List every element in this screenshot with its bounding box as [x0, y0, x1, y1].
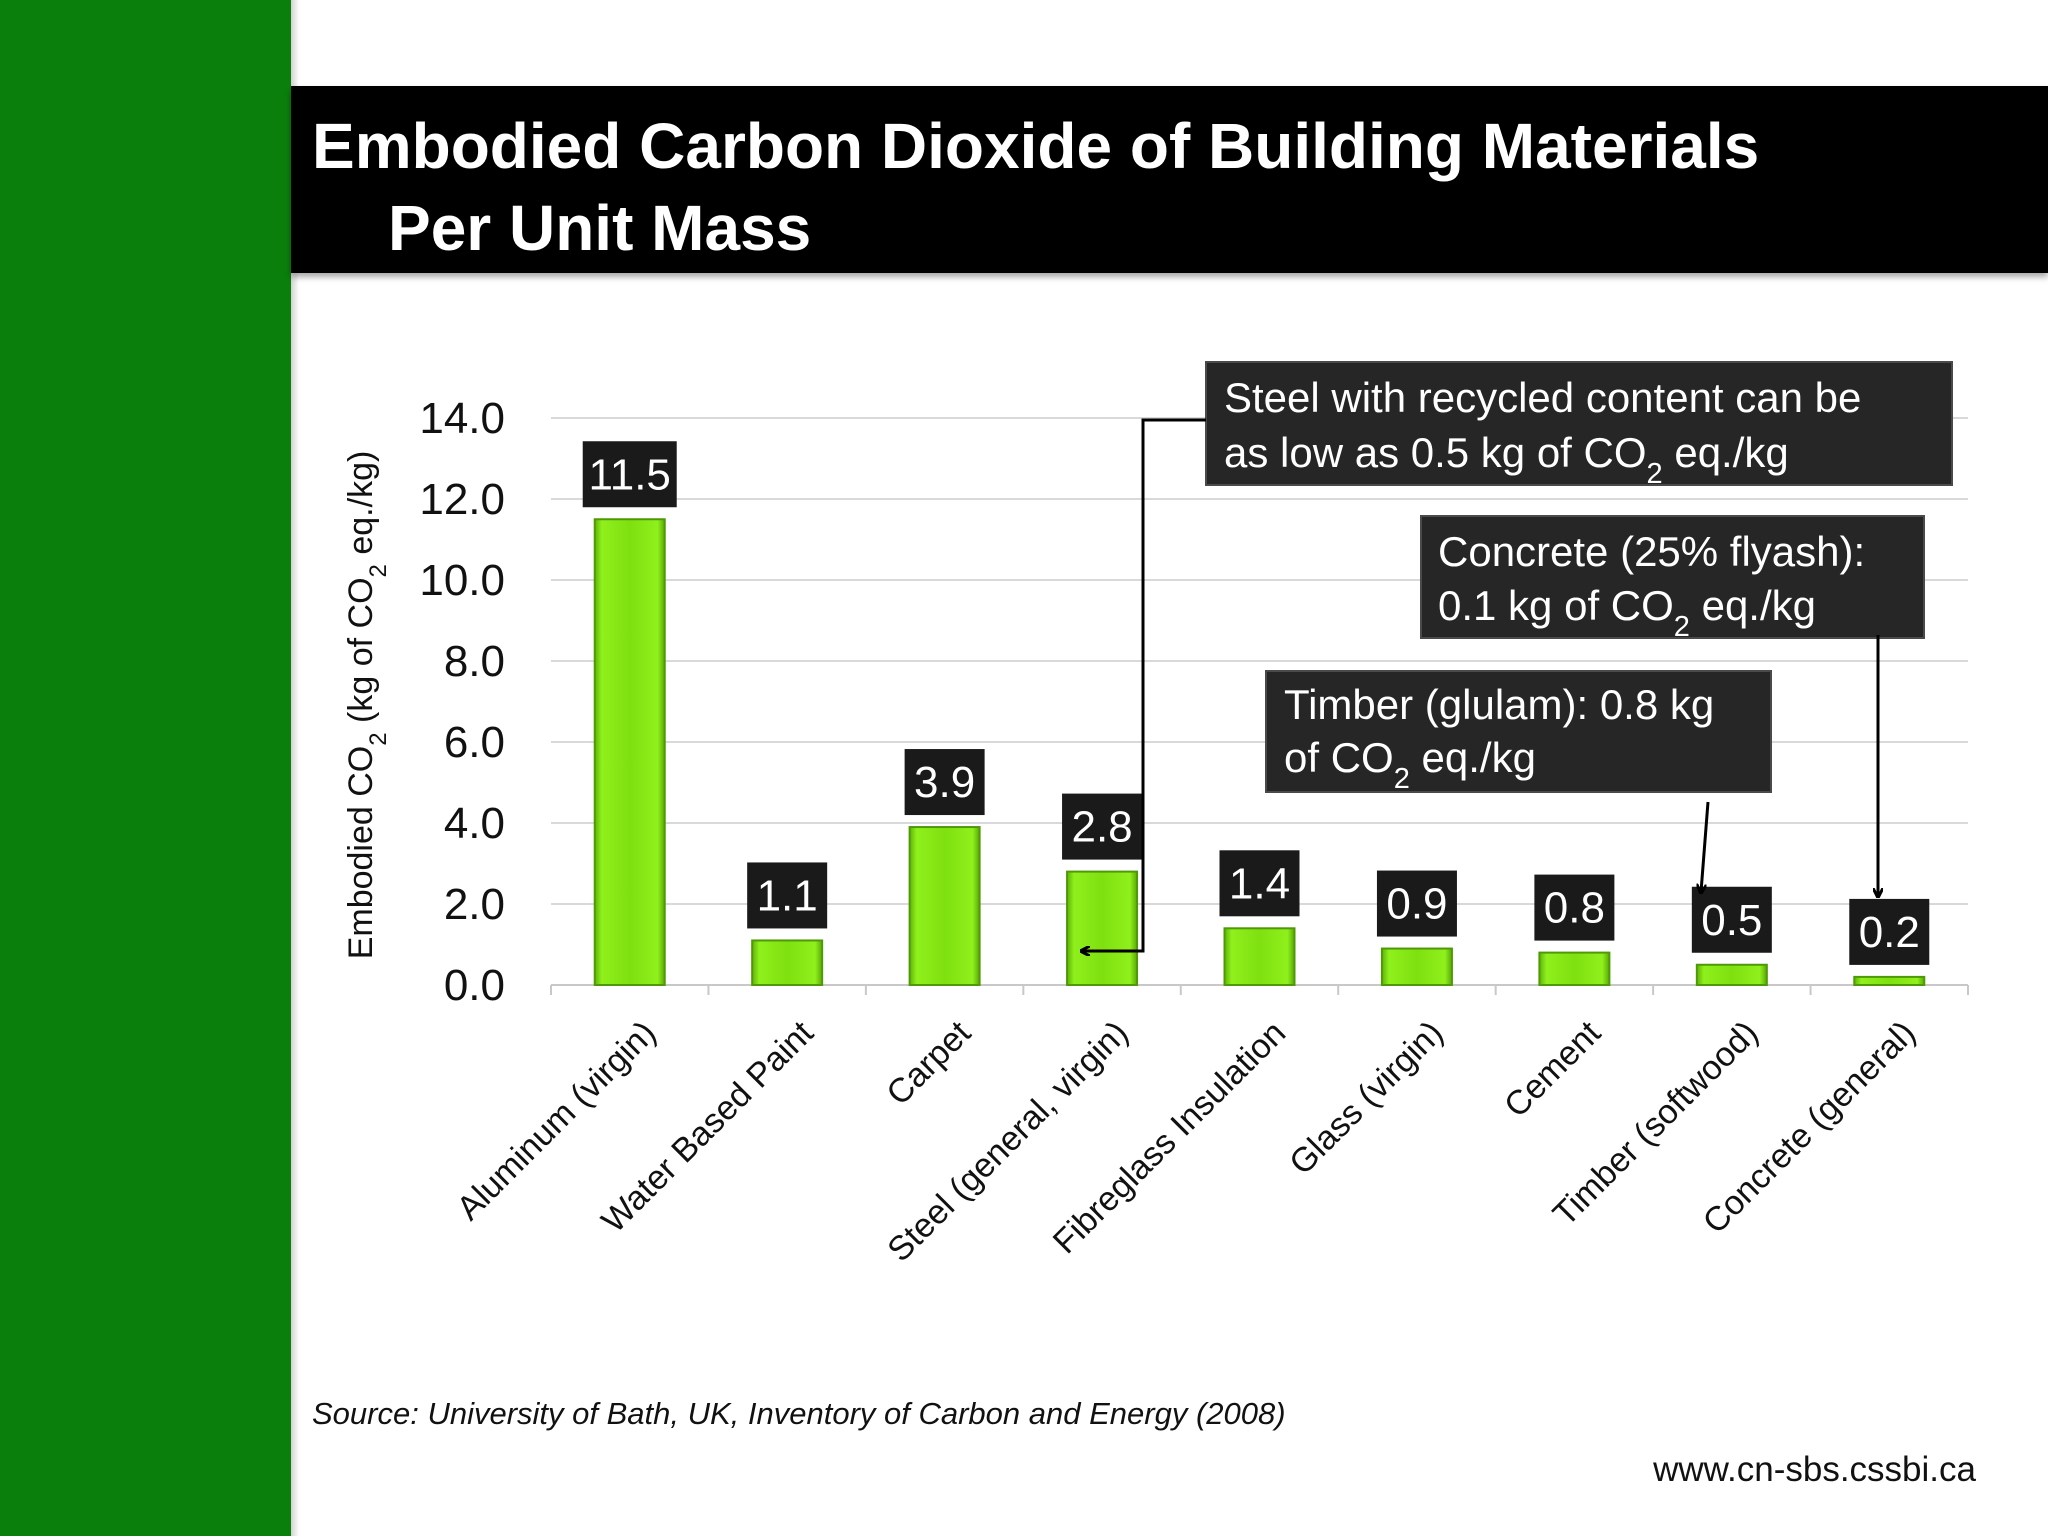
y-tick-label: 6.0	[444, 718, 505, 767]
data-label-text: 0.5	[1701, 896, 1762, 945]
data-label-box	[1062, 793, 1143, 860]
annotation-box	[1205, 361, 1953, 486]
data-label: 0.8	[1534, 874, 1615, 941]
data-label-text: 0.2	[1859, 908, 1920, 957]
bar	[1066, 870, 1139, 986]
slide-title-line2: Per Unit Mass	[388, 192, 812, 264]
data-label-box	[1219, 850, 1300, 917]
bar	[1853, 975, 1926, 987]
title-bar: Embodied Carbon Dioxide of Building Mate…	[291, 86, 2048, 273]
annotation-timber: Timber (glulam): 0.8 kg of CO2 eq./kg	[1265, 670, 1772, 892]
annotation-text: of CO2 eq./kg	[1284, 734, 1536, 795]
data-label-box	[582, 441, 677, 508]
x-tick-label: Glass (virgin)	[1282, 1014, 1450, 1182]
annotation-concrete: Concrete (25% flyash): 0.1 kg of CO2 eq.…	[1420, 515, 1925, 896]
data-label-box	[1534, 874, 1615, 941]
x-tick-label: Cement	[1497, 1013, 1608, 1124]
data-label-text: 1.4	[1229, 859, 1290, 908]
data-label-box	[1691, 886, 1772, 953]
data-label: 1.1	[747, 862, 828, 929]
x-tick-label: Carpet	[879, 1013, 978, 1112]
data-label: 11.5	[582, 441, 677, 508]
data-label-box	[904, 749, 985, 816]
sidebar-shadow	[291, 0, 299, 1536]
annotation-text: Concrete (25% flyash):	[1438, 528, 1865, 575]
bars	[593, 518, 1926, 987]
y-tick-label: 0.0	[444, 961, 505, 1010]
data-label: 2.8	[1062, 793, 1143, 860]
sidebar-accent	[0, 0, 291, 1536]
y-tick-label: 10.0	[419, 556, 505, 605]
annotation-box	[1420, 515, 1925, 639]
data-label: 0.2	[1849, 898, 1930, 965]
data-label: 0.5	[1691, 886, 1772, 953]
data-label-text: 0.9	[1386, 880, 1447, 929]
annotation-steel: Steel with recycled content can be as lo…	[1082, 361, 1953, 951]
bar	[751, 939, 824, 987]
y-tick-label: 8.0	[444, 637, 505, 686]
data-label: 1.4	[1219, 850, 1300, 917]
data-label-text: 11.5	[589, 450, 671, 499]
y-axis-label: Embodied CO2 (kg of CO2 eq./kg)	[342, 451, 392, 960]
annotation-text: as low as 0.5 kg of CO2 eq./kg	[1224, 429, 1789, 490]
data-label-box	[747, 862, 828, 929]
gridlines	[551, 417, 1968, 905]
data-label-text: 1.1	[757, 871, 818, 920]
annotation-box	[1265, 670, 1772, 793]
annotation-text: Steel with recycled content can be	[1224, 374, 1861, 421]
bar	[908, 826, 981, 986]
axes	[550, 984, 1969, 995]
data-label-box	[1376, 870, 1457, 937]
annotation-arrow	[1082, 418, 1206, 951]
data-label: 3.9	[904, 749, 985, 816]
bar	[1695, 963, 1768, 986]
data-labels: 11.5 1.1 3.9 2.8 1.4 0.9 0.8 0.5 0.2	[582, 441, 1930, 965]
y-tick-label: 2.0	[444, 880, 505, 929]
data-label-text: 2.8	[1071, 803, 1132, 852]
y-tick-label: 14.0	[419, 394, 505, 443]
y-tick-label: 12.0	[419, 475, 505, 524]
bar	[1380, 947, 1453, 986]
data-label-text: 0.8	[1544, 884, 1605, 933]
bar	[593, 518, 666, 986]
x-tick-labels: Aluminum (virgin)Water Based Paint Carpet…	[449, 1013, 1922, 1269]
data-label-box	[1849, 898, 1930, 965]
bar	[1223, 927, 1296, 986]
annotation-text: Timber (glulam): 0.8 kg	[1284, 681, 1714, 728]
data-label-text: 3.9	[914, 758, 975, 807]
y-tick-label: 4.0	[444, 799, 505, 848]
y-tick-labels: 0.0 2.0 4.0 6.0 8.0 10.0 12.0 14.0	[419, 394, 505, 1010]
bar	[1538, 951, 1611, 986]
annotation-text: 0.1 kg of CO2 eq./kg	[1438, 582, 1816, 643]
website-url: www.cn-sbs.cssbi.ca	[1653, 1450, 1976, 1489]
data-label: 0.9	[1376, 870, 1457, 937]
annotation-arrow	[1701, 801, 1710, 892]
source-note: Source: University of Bath, UK, Inventor…	[312, 1396, 1286, 1431]
slide-title-line1: Embodied Carbon Dioxide of Building Mate…	[312, 110, 1760, 182]
